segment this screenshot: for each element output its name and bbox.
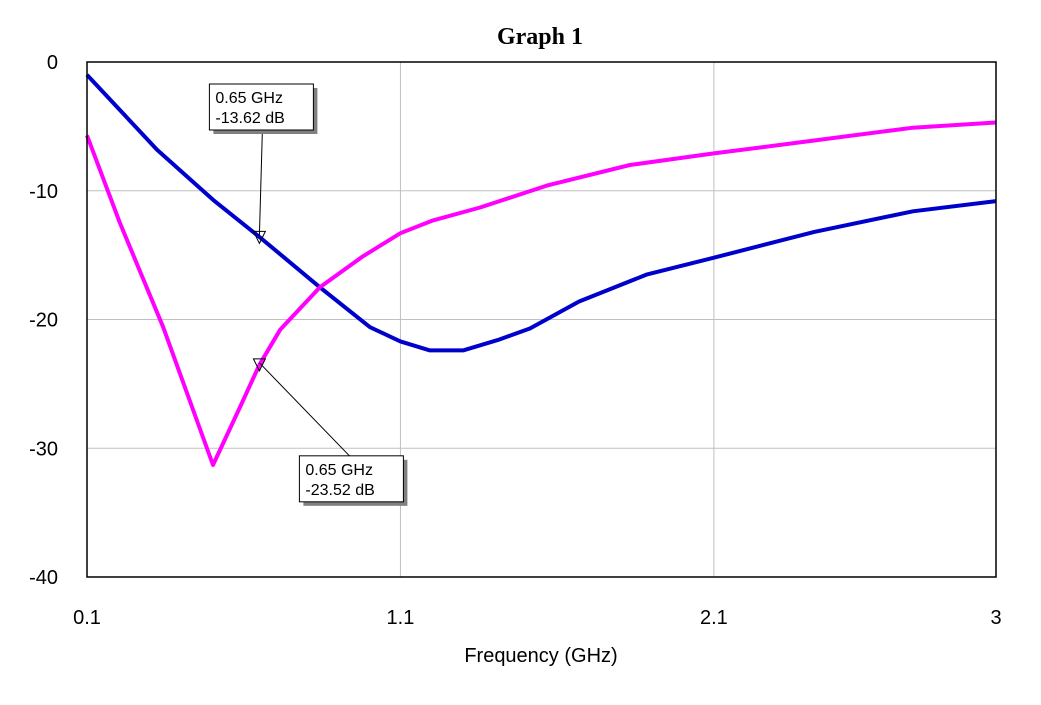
- marker-triangle-icon: [252, 230, 267, 245]
- x-tick-label: 3: [990, 607, 1001, 629]
- marker-annotation: 0.65 GHz -13.62 dB: [208, 83, 318, 245]
- plot-frame: [86, 61, 997, 578]
- y-axis-ticks: 0 -10 -20 -30 -40: [29, 52, 58, 589]
- x-axis-ticks: 0.1 1.1 2.1 3: [73, 607, 1001, 629]
- marker-leader-line: [258, 129, 263, 236]
- series-group: [85, 73, 997, 467]
- markers-group: 0.65 GHz -13.62 dB 0.65 GHz -23.52 dB: [208, 83, 408, 506]
- marker-value: -13.62 dB: [215, 110, 284, 127]
- grid: [87, 62, 996, 577]
- y-tick-label: -10: [29, 181, 58, 203]
- blue-trace-line: [85, 73, 997, 353]
- x-tick-label: 2.1: [700, 607, 728, 629]
- marker-frequency: 0.65 GHz: [215, 90, 283, 107]
- marker-frequency: 0.65 GHz: [305, 462, 373, 479]
- x-tick-label: 0.1: [73, 607, 101, 629]
- x-tick-label: 1.1: [387, 607, 415, 629]
- marker-box: [208, 83, 314, 131]
- marker-value: -23.52 dB: [305, 482, 374, 499]
- marker-box: [298, 455, 404, 503]
- magenta-trace-line: [85, 120, 997, 467]
- chart-title: Graph 1: [497, 24, 583, 50]
- marker-leader-line: [259, 362, 350, 457]
- x-axis-label: Frequency (GHz): [464, 645, 617, 667]
- marker-triangle-icon: [252, 358, 267, 372]
- y-tick-label: -20: [29, 310, 58, 332]
- marker-annotation: 0.65 GHz -23.52 dB: [252, 358, 408, 506]
- y-tick-label: 0: [47, 52, 58, 74]
- y-tick-label: -30: [29, 438, 58, 460]
- y-tick-label: -40: [29, 567, 58, 589]
